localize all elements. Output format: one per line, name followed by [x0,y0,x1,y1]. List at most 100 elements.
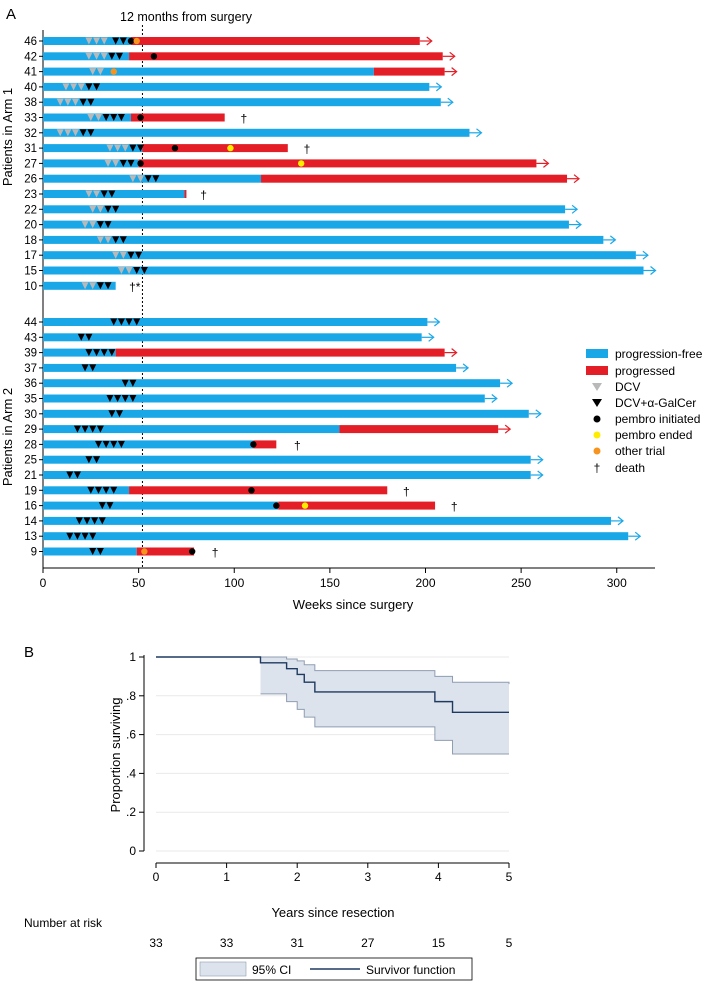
pfs-bar [43,440,254,449]
pfs-bar [43,363,457,372]
death-marker: † [304,142,311,156]
other-trial-marker [141,548,148,555]
progressed-bar [339,425,499,434]
dcv-marker [96,68,104,76]
legend-other-trial-label: other trial [615,444,665,458]
dcv-galcer-marker [129,144,137,152]
ongoing-arrow-head [462,363,470,373]
progressed-bar [130,37,420,45]
dcv-marker [85,190,93,198]
dcv-galcer-marker [98,502,106,510]
dcv-galcer-marker [100,190,108,198]
dcv-galcer-marker [112,236,120,244]
dcv-galcer-marker [112,37,120,45]
patient-id-label: 27 [24,158,37,170]
dcv-galcer-marker [73,425,81,433]
legend-dcv-icon [592,383,602,391]
pfs-bar [43,266,644,275]
dcv-galcer-marker [119,236,127,244]
legend-death-icon: † [594,461,601,475]
dcv-marker [56,129,64,137]
x-tick-label: 1 [223,870,230,884]
dcv-marker [85,37,93,45]
ongoing-arrow-head [451,348,458,358]
ongoing-arrow-head [575,220,582,230]
progressed-bar [138,159,537,168]
pfs-bar [43,159,139,168]
ongoing-arrow-head [537,455,544,465]
dcv-galcer-marker [114,395,122,402]
death-marker: † [200,188,207,202]
ongoing-arrow-head [435,82,443,92]
patient-id-label: 29 [24,424,37,436]
dcv-galcer-marker [106,502,114,510]
patient-id-label: 13 [24,531,37,543]
ongoing-arrow-head [650,266,657,275]
risk-count: 31 [291,936,305,950]
dcv-galcer-marker [73,532,81,540]
dcv-galcer-marker [89,364,97,372]
dcv-galcer-marker [81,364,89,372]
x-tick-label: 4 [435,870,442,884]
ci-upper-line [260,656,510,685]
legend-pfs-swatch [586,349,608,358]
dcv-galcer-marker [73,471,81,479]
y-tick-label: .6 [126,728,136,742]
dcv-galcer-marker [127,251,135,259]
death-marker: † [240,112,247,126]
dcv-galcer-marker [66,471,74,479]
dcv-marker [77,83,85,91]
x-tick-label: 0 [40,576,47,590]
dcv-galcer-marker [116,410,123,418]
legend-surv-label: Survivor function [366,963,455,977]
ongoing-arrow-head [506,378,514,388]
ongoing-arrow-head [447,97,454,107]
dcv-galcer-marker [108,52,116,60]
dcv-galcer-marker [106,395,114,402]
dcv-galcer-marker [98,517,106,525]
patient-id-label: 42 [24,51,37,63]
dcv-galcer-marker [89,425,97,433]
dcv-galcer-marker [119,159,127,167]
patient-id-label: 26 [24,174,37,186]
x-tick-label: 5 [506,870,513,884]
patient-id-label: 31 [24,143,37,155]
panel-b-legend: 95% CI Survivor function [195,957,473,981]
progressed-bar [130,113,225,122]
km-plot: 0 .2 .4 .6 .8 1 0 1 2 3 4 5 33 33 31 27 15 5 [126,650,513,950]
risk-count: 15 [432,936,446,950]
patient-id-label: 46 [24,36,37,48]
dcv-marker [81,282,89,290]
dcv-marker [70,83,78,91]
dcv-marker [89,221,97,229]
pfs-bar [43,348,116,357]
pfs-bar [43,67,374,76]
pembro-initiated-marker [150,53,158,60]
patient-id-label: 19 [24,485,37,497]
patient-id-label: 28 [24,439,37,451]
y-tick-label: 0 [129,844,136,858]
risk-count: 5 [506,936,513,950]
dcv-galcer-marker [94,440,102,448]
patient-id-label: 43 [24,332,37,344]
dcv-marker [93,37,101,45]
panel-a-x-label: Weeks since surgery [293,597,414,612]
panel-a-legend: progression-free progressed DCV DCV+α-Ga… [586,347,703,475]
legend-pfs-label: progression-free [615,347,703,361]
ongoing-arrow-head [543,158,550,168]
y-tick-label: .4 [126,766,136,780]
dcv-galcer-marker [129,379,137,387]
dcv-galcer-marker [87,129,95,137]
ongoing-arrow-head [571,204,579,214]
dcv-galcer-marker [102,440,110,448]
pfs-bar [43,205,566,214]
pfs-bar [43,486,130,495]
ongoing-arrow-head [451,67,458,77]
legend-pembro-start-label: pembro initiated [615,412,700,426]
legend-pembro-start-icon [593,415,601,423]
dcv-marker [96,205,104,213]
dcv-marker [56,98,64,106]
pfs-bar [43,471,531,479]
pfs-bar [43,174,262,183]
patient-id-label: 20 [24,220,37,232]
